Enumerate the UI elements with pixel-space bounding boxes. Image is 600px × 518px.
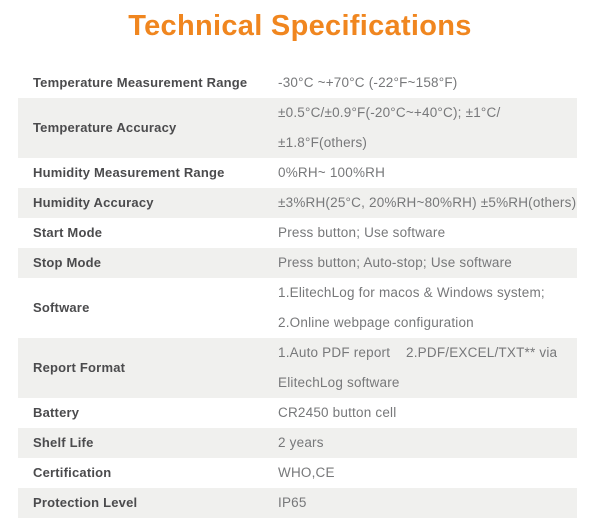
spec-value: 0%RH~ 100%RH — [278, 158, 577, 188]
spec-value-line: WHO,CE — [278, 465, 335, 480]
spec-value-line: ElitechLog software — [278, 375, 400, 390]
spec-label: Software — [33, 300, 90, 315]
spec-label: Stop Mode — [33, 255, 102, 270]
spec-value-line: 1.ElitechLog for macos & Windows system; — [278, 285, 545, 300]
spec-row: Shelf Life 2 years — [18, 428, 577, 458]
spec-value: 1.ElitechLog for macos & Windows system;… — [278, 278, 577, 338]
spec-label: Start Mode — [33, 225, 103, 240]
spec-row: Stop Mode Press button; Auto-stop; Use so… — [18, 248, 577, 278]
spec-label: Report Format — [33, 360, 126, 375]
spec-label: Certification — [33, 465, 112, 480]
spec-value-line: ±0.5°C/±0.9°F(-20°C~+40°C); ±1°C/ ±1.8°F… — [278, 105, 505, 150]
spec-table: Temperature Measurement Range -30°C ~+70°… — [18, 68, 577, 518]
spec-value-line: -30°C ~+70°C (-22°F~158°F) — [278, 75, 458, 90]
spec-value: -30°C ~+70°C (-22°F~158°F) — [278, 68, 577, 98]
spec-label: Temperature Measurement Range — [33, 75, 248, 90]
spec-row: Humidity Measurement Range 0%RH~ 100%RH — [18, 158, 577, 188]
spec-row: Temperature Accuracy ±0.5°C/±0.9°F(-20°C~… — [18, 98, 577, 158]
spec-value-line: CR2450 button cell — [278, 405, 397, 420]
spec-row: Software 1.ElitechLog for macos & Windows… — [18, 278, 577, 338]
spec-row: Battery CR2450 button cell — [18, 398, 577, 428]
spec-value: 2 years — [278, 428, 577, 458]
spec-row: Temperature Measurement Range -30°C ~+70°… — [18, 68, 577, 98]
spec-value-line: Press button; Auto-stop; Use software — [278, 255, 513, 270]
spec-label: Temperature Accuracy — [33, 120, 177, 135]
spec-label: Humidity Accuracy — [33, 195, 154, 210]
spec-row: Start Mode Press button; Use software — [18, 218, 577, 248]
spec-value: Press button; Auto-stop; Use software — [278, 248, 577, 278]
spec-value-line: 2 years — [278, 435, 324, 450]
spec-label: Shelf Life — [33, 435, 94, 450]
spec-value-line: ±3%RH(25°C, 20%RH~80%RH) ±5%RH(others) — [278, 195, 577, 210]
spec-row: Certification WHO,CE — [18, 458, 577, 488]
spec-label: Humidity Measurement Range — [33, 165, 225, 180]
spec-label: Battery — [33, 405, 80, 420]
spec-value: IP65 — [278, 488, 577, 518]
spec-value: CR2450 button cell — [278, 398, 577, 428]
spec-value-line: IP65 — [278, 495, 307, 510]
page-title: Technical Specifications — [128, 10, 472, 42]
spec-value-line: 0%RH~ 100%RH — [278, 165, 386, 180]
spec-value-line: 2.Online webpage configuration — [278, 315, 474, 330]
spec-row: Humidity Accuracy ±3%RH(25°C, 20%RH~80%RH… — [18, 188, 577, 218]
spec-value-line: Press button; Use software — [278, 225, 446, 240]
spec-value: Press button; Use software — [278, 218, 577, 248]
spec-value: 1.Auto PDF report 2.PDF/EXCEL/TXT** via E… — [278, 338, 577, 398]
spec-value-line: 1.Auto PDF report 2.PDF/EXCEL/TXT** via — [278, 345, 558, 360]
spec-row: Report Format 1.Auto PDF report 2.PDF/EXC… — [18, 338, 577, 398]
spec-value: WHO,CE — [278, 458, 577, 488]
spec-value: ±3%RH(25°C, 20%RH~80%RH) ±5%RH(others) — [278, 188, 577, 218]
spec-row: Protection Level IP65 — [18, 488, 577, 518]
spec-value: ±0.5°C/±0.9°F(-20°C~+40°C); ±1°C/ ±1.8°F… — [278, 98, 577, 158]
spec-label: Protection Level — [33, 495, 138, 510]
